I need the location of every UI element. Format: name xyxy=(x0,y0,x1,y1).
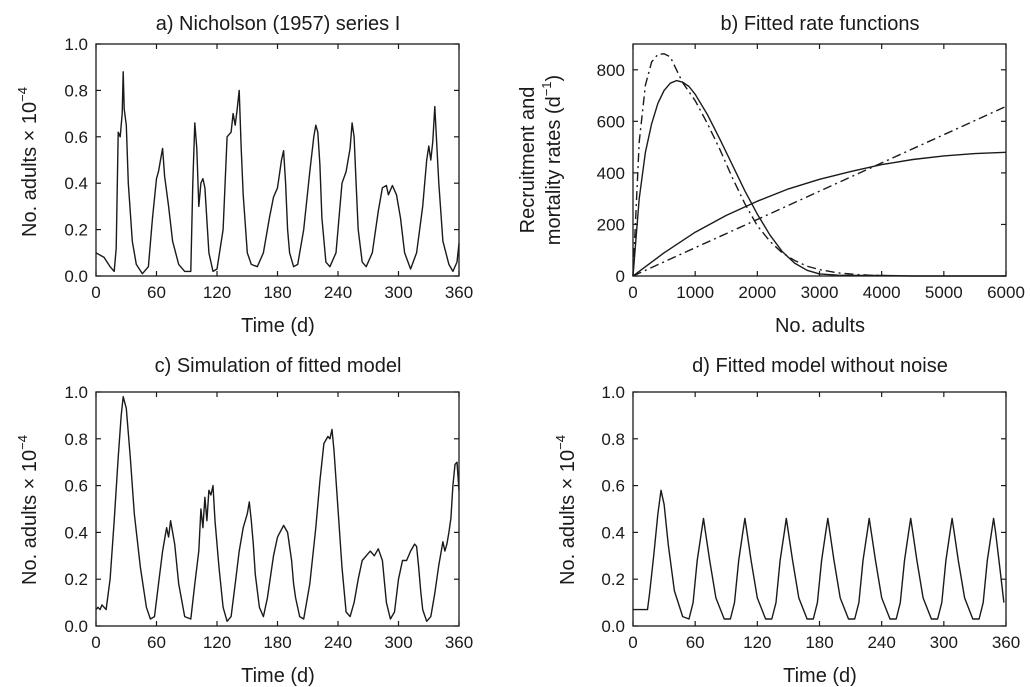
panel-c-ylabel: No. adults × 10−4 xyxy=(15,435,41,585)
panel-d-xtick-label: 360 xyxy=(992,633,1020,652)
panel-a-ytick-label: 0.0 xyxy=(64,267,88,286)
panel-d-ylabel: No. adults × 10−4 xyxy=(553,435,579,585)
panel-b-ylabel-exponent: −1 xyxy=(539,81,554,96)
panel-c-plot-frame xyxy=(95,391,460,627)
panel-d-xtick-label: 180 xyxy=(805,633,833,652)
panel-b-xlabel: No. adults xyxy=(775,315,865,337)
panel-b-plot-frame xyxy=(632,43,1007,277)
panel-b-ylabel-tail: ) xyxy=(543,75,565,82)
panel-a-xtick-label: 240 xyxy=(324,283,352,302)
panel-b-ytick-label: 600 xyxy=(597,112,625,131)
panel-a-xtick-label: 360 xyxy=(445,283,473,302)
panel-c-xtick-label: 120 xyxy=(203,633,231,652)
panel-c-ytick-label: 1.0 xyxy=(64,383,88,402)
panel-a-xtick-label: 180 xyxy=(263,283,291,302)
panel-b-ylabel-base: mortality rates (d xyxy=(543,96,565,245)
panel-c-ticks: 0 60 120 180 240 300 360 0.0 0.2 0.4 0.6 0.8 1.0 xyxy=(64,383,473,652)
panel-b-xtick-label: 6000 xyxy=(987,283,1025,302)
panel-c-ytick-label: 0.6 xyxy=(64,477,88,496)
panel-a-xlabel: Time (d) xyxy=(241,315,315,337)
panel-d-ytick-label: 1.0 xyxy=(601,383,625,402)
panel-b-series-line-4 xyxy=(632,105,1007,277)
panel-c-ytick-label: 0.4 xyxy=(64,523,88,542)
panel-a-ytick-label: 0.8 xyxy=(64,81,88,100)
panel-b-ytick-label: 400 xyxy=(597,164,625,183)
panel-b-xtick-label: 1000 xyxy=(676,283,714,302)
panel-c-xlabel: Time (d) xyxy=(241,665,315,687)
panel-b-series-line-3 xyxy=(632,151,1007,277)
panel-c-xtick-label: 360 xyxy=(445,633,473,652)
panel-c-ytick-label: 0.8 xyxy=(64,430,88,449)
panel-b-xtick-label: 0 xyxy=(628,283,637,302)
panel-d-ytick-label: 0.6 xyxy=(601,477,625,496)
panel-a-ylabel-exponent: −4 xyxy=(15,87,30,102)
panel-a-ylabel-base: No. adults × 10 xyxy=(19,102,41,237)
panel-d-title: d) Fitted model without noise xyxy=(692,355,948,377)
panel-d-xtick-label: 0 xyxy=(628,633,637,652)
panel-a-ylabel: No. adults × 10−4 xyxy=(15,87,41,237)
panel-c-xtick-label: 60 xyxy=(147,633,166,652)
panel-c-series-group xyxy=(95,396,460,622)
panel-a-xtick-label: 300 xyxy=(384,283,412,302)
panel-a-ytick-label: 1.0 xyxy=(64,35,88,54)
panel-c: c) Simulation of fitted model 0 60 120 180 2… xyxy=(15,355,473,687)
panel-d-plot-frame xyxy=(632,391,1007,627)
panel-c-xtick-label: 240 xyxy=(324,633,352,652)
panel-a-xtick-label: 0 xyxy=(91,283,100,302)
panel-a-xtick-label: 120 xyxy=(203,283,231,302)
panel-b-series-line-2 xyxy=(632,53,895,277)
panel-d: d) Fitted model without noise 0 60 120 180 2… xyxy=(553,355,1020,687)
panel-d-ylabel-exponent: −4 xyxy=(553,435,568,450)
panel-b-xtick-label: 5000 xyxy=(925,283,963,302)
panel-a-ticks: 0 60 120 180 240 300 360 0.0 0.2 0.4 0.6 0.8 1.0 xyxy=(64,35,473,302)
panel-c-title: c) Simulation of fitted model xyxy=(155,355,402,377)
panel-b-ytick-label: 0 xyxy=(616,267,625,286)
panel-b-ylabel-line2: mortality rates (d−1) xyxy=(539,75,565,245)
panel-c-ylabel-base: No. adults × 10 xyxy=(19,450,41,585)
panel-a-xtick-label: 60 xyxy=(147,283,166,302)
panel-c-xtick-label: 0 xyxy=(91,633,100,652)
panel-d-ylabel-base: No. adults × 10 xyxy=(557,450,579,585)
panel-d-ytick-label: 0.2 xyxy=(601,570,625,589)
panel-d-xtick-label: 240 xyxy=(867,633,895,652)
panel-b-xtick-label: 2000 xyxy=(738,283,776,302)
panel-a-series-group xyxy=(95,71,460,275)
panel-b-ytick-label: 200 xyxy=(597,215,625,234)
panel-d-ticks: 0 60 120 180 240 300 360 0.0 0.2 0.4 0.6 0.8 1.0 xyxy=(601,383,1020,652)
panel-c-ytick-label: 0.2 xyxy=(64,570,88,589)
panel-c-series-line-1 xyxy=(95,396,460,622)
panel-c-ytick-label: 0.0 xyxy=(64,617,88,636)
panel-d-xlabel: Time (d) xyxy=(783,665,857,687)
panel-a: a) Nicholson (1957) series I 0 60 120 180 24… xyxy=(15,13,473,337)
panel-b-ticks: 0 1000 2000 3000 4000 5000 6000 0 200 400 600 800 xyxy=(597,44,1025,302)
panel-d-ytick-label: 0.4 xyxy=(601,523,625,542)
panel-d-ytick-label: 0.8 xyxy=(601,430,625,449)
panel-a-ytick-label: 0.2 xyxy=(64,221,88,240)
panel-a-series-line-1 xyxy=(95,71,460,275)
panel-b-title: b) Fitted rate functions xyxy=(721,13,920,35)
panel-d-xtick-label: 120 xyxy=(743,633,771,652)
panel-a-ytick-label: 0.6 xyxy=(64,128,88,147)
panel-d-xtick-label: 300 xyxy=(930,633,958,652)
panel-c-ylabel-exponent: −4 xyxy=(15,435,30,450)
panel-d-ytick-label: 0.0 xyxy=(601,617,625,636)
panel-a-title: a) Nicholson (1957) series I xyxy=(156,13,401,35)
panel-b-xtick-label: 3000 xyxy=(801,283,839,302)
panel-c-xtick-label: 180 xyxy=(263,633,291,652)
panel-b-ylabel-line1: Recruitment and xyxy=(517,87,539,234)
panel-b: b) Fitted rate functions 0 1000 2000 3000 40… xyxy=(517,13,1025,337)
panel-b-xtick-label: 4000 xyxy=(863,283,901,302)
panel-b-ytick-label: 800 xyxy=(597,61,625,80)
panel-d-xtick-label: 60 xyxy=(686,633,705,652)
panel-b-series-line-1 xyxy=(632,79,1006,277)
panel-a-ytick-label: 0.4 xyxy=(64,174,88,193)
panel-d-series-line-1 xyxy=(633,489,1005,620)
panel-c-xtick-label: 300 xyxy=(384,633,412,652)
panel-b-series-group xyxy=(632,53,1007,277)
panel-d-series-group xyxy=(633,489,1005,620)
